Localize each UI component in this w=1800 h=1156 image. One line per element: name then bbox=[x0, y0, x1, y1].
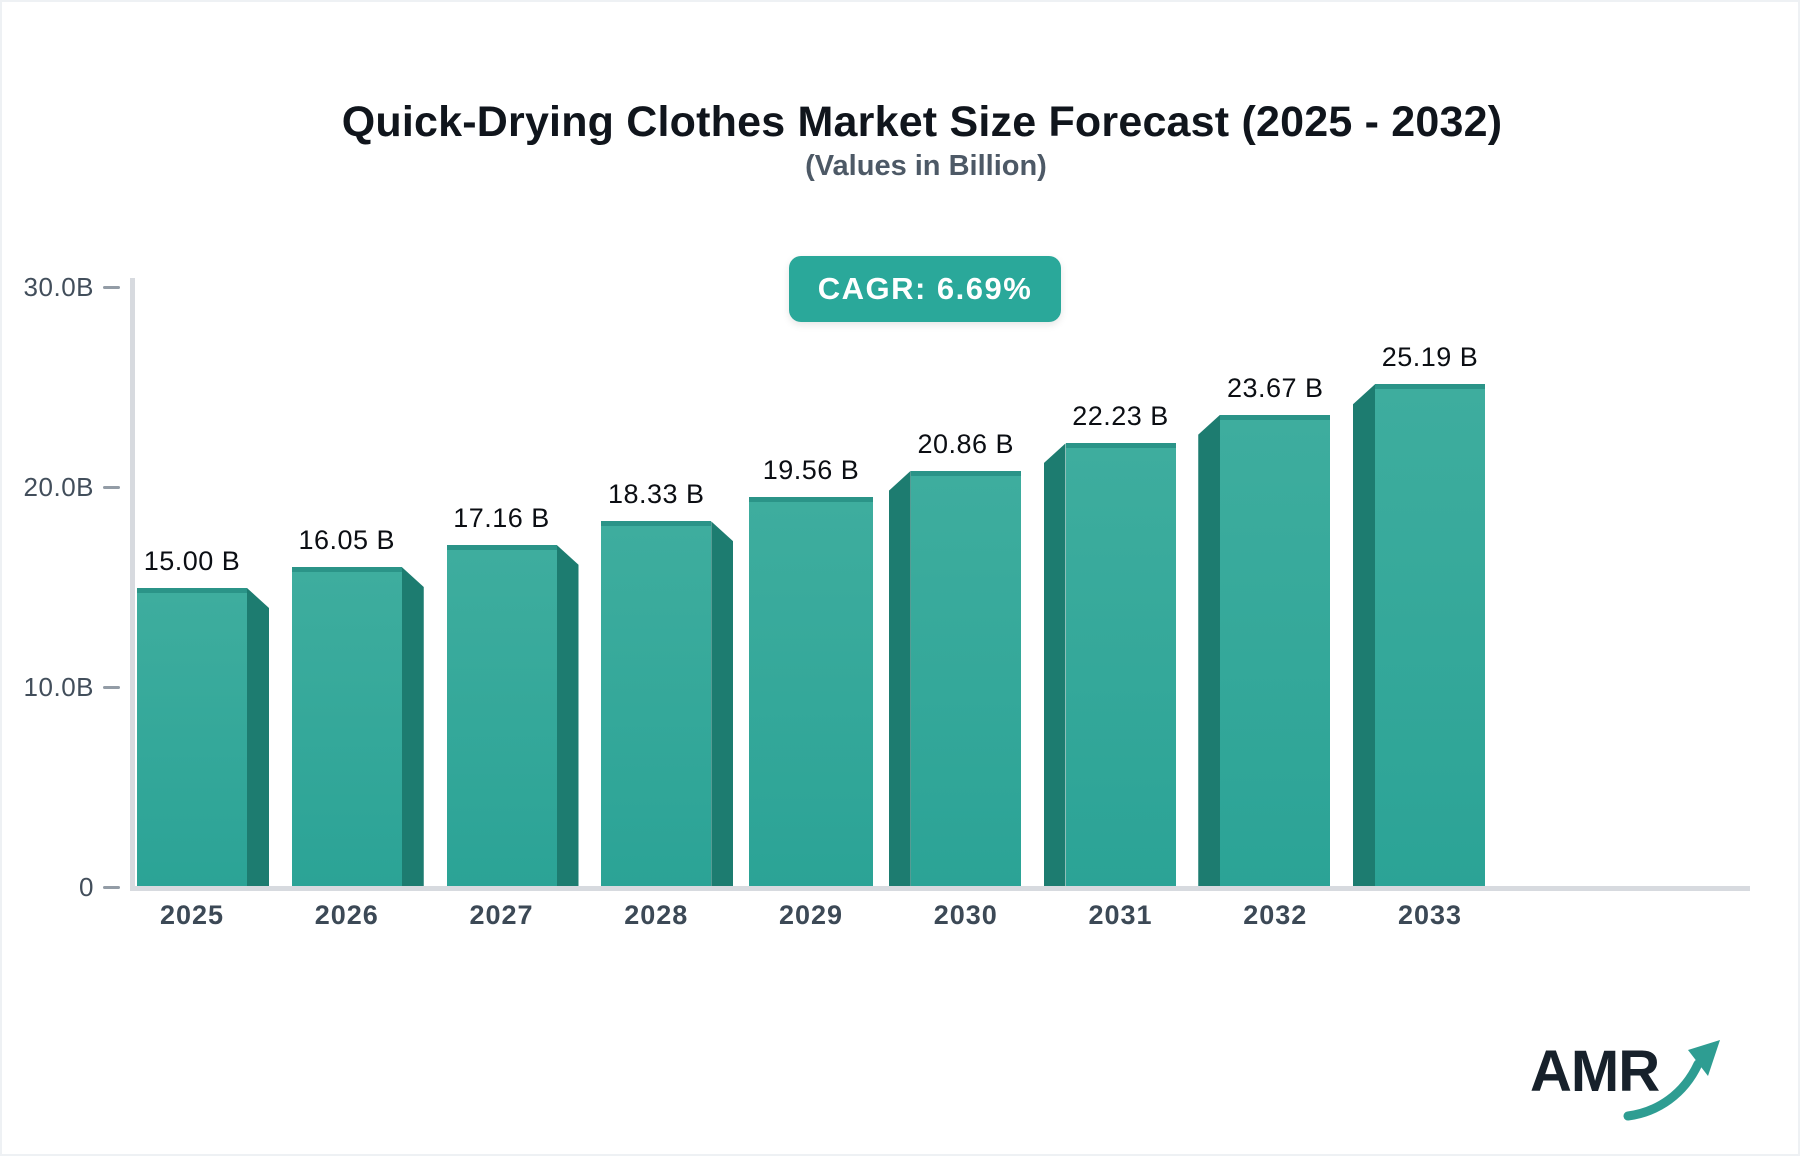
y-tick-label: 30.0B bbox=[23, 272, 94, 302]
bar-2026 bbox=[291, 567, 424, 888]
bar-3d-side bbox=[1043, 443, 1066, 888]
bar-2033 bbox=[1353, 384, 1485, 888]
bar-face bbox=[1375, 384, 1485, 888]
bar-2030 bbox=[888, 470, 1021, 888]
x-axis-label: 2027 bbox=[469, 900, 534, 930]
bar-value-label: 20.86 B bbox=[917, 428, 1015, 459]
x-axis-label: 2025 bbox=[159, 900, 225, 930]
bar-2032 bbox=[1198, 414, 1331, 888]
bar-3d-side bbox=[401, 567, 424, 888]
bar-3d-side bbox=[556, 544, 579, 888]
bar-2028 bbox=[601, 521, 734, 888]
bar-face bbox=[446, 544, 557, 888]
bar-3d-side bbox=[711, 521, 734, 888]
bar-face bbox=[1220, 414, 1331, 888]
y-tick-mark bbox=[103, 486, 120, 489]
y-tick-mark bbox=[103, 286, 120, 289]
amr-logo-arrow-icon bbox=[1623, 1040, 1720, 1121]
bar-face bbox=[749, 496, 873, 888]
bar-2031 bbox=[1043, 443, 1176, 888]
bar-value-label: 17.16 B bbox=[453, 502, 550, 533]
x-axis-line bbox=[130, 886, 1750, 891]
bar-3d-side bbox=[247, 588, 269, 888]
bar-value-label: 19.56 B bbox=[762, 454, 860, 485]
y-tick-label: 20.0B bbox=[23, 472, 94, 502]
bar-face bbox=[601, 521, 712, 888]
x-axis-label: 2033 bbox=[1397, 900, 1463, 930]
bar-value-label: 25.19 B bbox=[1381, 342, 1479, 373]
amr-logo-text: AMR bbox=[1530, 1039, 1660, 1104]
y-tick-mark bbox=[103, 886, 120, 889]
bar-face bbox=[291, 567, 402, 888]
bar-2029 bbox=[749, 496, 873, 888]
bar-value-label: 22.23 B bbox=[1072, 401, 1169, 432]
bar-face bbox=[910, 470, 1021, 888]
x-axis-label: 2031 bbox=[1088, 900, 1153, 930]
bar-value-label: 16.05 B bbox=[298, 525, 396, 555]
bar-3d-side bbox=[1198, 414, 1221, 888]
cagr-badge: CAGR: 6.69% bbox=[789, 256, 1061, 322]
bar-2025 bbox=[137, 588, 269, 888]
bar-value-label: 15.00 B bbox=[143, 546, 241, 576]
x-axis-label: 2032 bbox=[1243, 900, 1308, 930]
bar-2027 bbox=[446, 544, 579, 888]
x-axis-label: 2029 bbox=[778, 900, 844, 930]
bar-3d-side bbox=[1353, 384, 1375, 888]
bar-face bbox=[137, 588, 247, 888]
x-axis-label: 2028 bbox=[624, 900, 689, 930]
bar-value-label: 18.33 B bbox=[607, 479, 705, 510]
chart-title: Quick-Drying Clothes Market Size Forecas… bbox=[341, 98, 1503, 146]
y-tick-label: 10.0B bbox=[23, 672, 94, 702]
y-axis-line bbox=[130, 278, 135, 888]
bar-value-label: 23.67 B bbox=[1226, 372, 1324, 403]
amr-logo: AMR bbox=[1530, 1038, 1730, 1128]
bar-face bbox=[1065, 443, 1176, 888]
chart-subtitle: (Values in Billion) bbox=[805, 150, 1047, 182]
y-tick-label: 0 bbox=[79, 872, 94, 902]
y-tick-mark bbox=[103, 686, 120, 689]
x-axis-label: 2030 bbox=[933, 900, 998, 930]
x-axis-label: 2026 bbox=[314, 900, 379, 930]
bar-3d-side bbox=[888, 470, 911, 888]
